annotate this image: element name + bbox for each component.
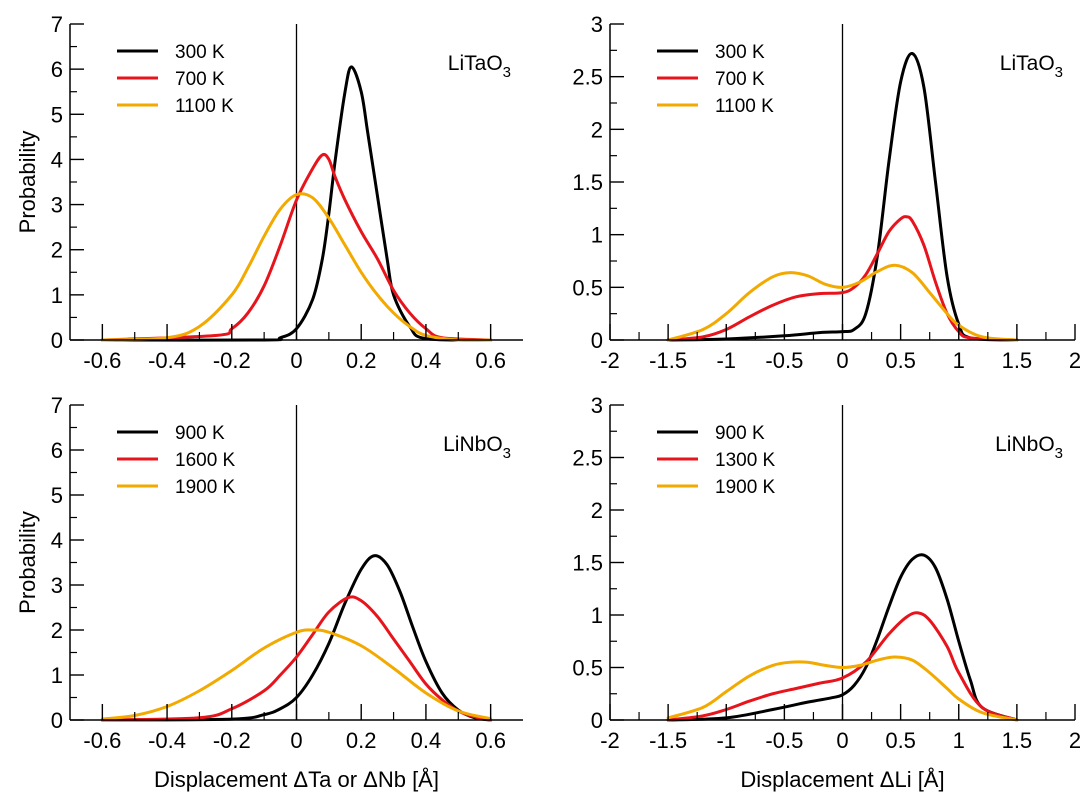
series-line xyxy=(666,51,1019,342)
y-tick-label: 2.5 xyxy=(572,65,603,90)
x-tick-label: 0.4 xyxy=(411,728,442,753)
y-tick-label: 1.5 xyxy=(572,551,603,576)
y-axis-label: Probability xyxy=(15,511,40,614)
y-axis-label: Probability xyxy=(15,131,40,234)
x-tick-label: 2 xyxy=(1069,728,1080,753)
y-tick-label: 0 xyxy=(51,328,63,353)
legend-label: 1100 K xyxy=(715,96,774,117)
x-tick-label: -0.5 xyxy=(765,348,803,373)
x-tick-label: -0.6 xyxy=(83,348,121,373)
y-tick-label: 1 xyxy=(51,663,63,688)
series-line xyxy=(666,553,1019,722)
y-tick-label: 0 xyxy=(591,328,603,353)
x-tick-label: -0.5 xyxy=(765,728,803,753)
y-tick-label: 2 xyxy=(51,238,63,263)
series-line xyxy=(666,263,1019,342)
chart-panel: -0.6 -0.4 -0.2 0 0.2 0.4 0.6 0 1 2 3 4 5 6 7 300 K 700 K… xyxy=(15,12,523,373)
legend-label: 1900 K xyxy=(715,477,776,498)
x-tick-label: 1 xyxy=(953,728,965,753)
x-tick-label: 0 xyxy=(290,348,302,373)
series-line xyxy=(100,628,493,721)
x-tick-label: 0 xyxy=(290,728,302,753)
y-tick-label: 7 xyxy=(51,393,63,418)
material-label: LiNbO3 xyxy=(443,433,511,462)
y-tick-label: 4 xyxy=(51,147,63,172)
x-tick-label: 0 xyxy=(836,728,848,753)
legend-label: 1300 K xyxy=(715,450,776,471)
x-tick-label: -0.2 xyxy=(213,728,251,753)
y-tick-label: 1 xyxy=(591,223,603,248)
y-tick-label: 3 xyxy=(51,193,63,218)
chart-panel: -2 -1.5 -1 -0.5 0 0.5 1 1.5 2 0 0.5 1 1.5 2 2.5 3 900 K 1… xyxy=(572,393,1080,792)
y-tick-label: 1.5 xyxy=(572,170,603,195)
y-tick-label: 0.5 xyxy=(572,656,603,681)
x-tick-label: 0.2 xyxy=(346,348,377,373)
y-tick-label: 6 xyxy=(51,438,63,463)
x-tick-label: -1 xyxy=(716,348,736,373)
y-tick-label: 3 xyxy=(591,393,603,418)
chart-panel: -0.6 -0.4 -0.2 0 0.2 0.4 0.6 0 1 2 3 4 5 6 7 900 K 1600 … xyxy=(15,393,523,792)
y-tick-label: 2.5 xyxy=(572,446,603,471)
y-tick-label: 5 xyxy=(51,102,63,127)
y-tick-label: 0.5 xyxy=(572,275,603,300)
y-tick-label: 0 xyxy=(51,708,63,733)
x-tick-label: 2 xyxy=(1069,348,1080,373)
legend-label: 700 K xyxy=(715,69,765,90)
legend-label: 1900 K xyxy=(175,477,236,498)
legend-label: 700 K xyxy=(175,69,225,90)
series-line xyxy=(100,192,493,342)
x-axis-label: Displacement ΔLi [Å] xyxy=(740,767,944,792)
y-tick-label: 1 xyxy=(591,603,603,628)
series-line xyxy=(666,655,1019,722)
material-label: LiTaO3 xyxy=(1000,52,1063,81)
legend-label: 900 K xyxy=(715,423,765,444)
chart-panel: -2 -1.5 -1 -0.5 0 0.5 1 1.5 2 0 0.5 1 1.5 2 2.5 3 300 K 7… xyxy=(572,12,1080,373)
series-line xyxy=(100,152,493,342)
y-tick-label: 5 xyxy=(51,483,63,508)
x-tick-label: -0.4 xyxy=(148,728,186,753)
x-tick-label: -0.6 xyxy=(83,728,121,753)
material-label: LiTaO3 xyxy=(448,52,511,81)
x-tick-label: 1 xyxy=(953,348,965,373)
x-tick-label: 0.2 xyxy=(346,728,377,753)
x-tick-label: -1 xyxy=(716,728,736,753)
legend-label: 1100 K xyxy=(175,96,234,117)
legend-label: 900 K xyxy=(175,423,225,444)
series-line xyxy=(666,215,1019,342)
x-tick-label: 1.5 xyxy=(1002,348,1033,373)
x-tick-label: -2 xyxy=(600,348,620,373)
x-tick-label: -1.5 xyxy=(649,728,687,753)
y-tick-label: 3 xyxy=(51,573,63,598)
y-tick-label: 2 xyxy=(591,498,603,523)
material-label: LiNbO3 xyxy=(995,433,1063,462)
x-tick-label: 1.5 xyxy=(1002,728,1033,753)
x-tick-label: 0.6 xyxy=(475,348,506,373)
y-tick-label: 6 xyxy=(51,57,63,82)
x-tick-label: 0.5 xyxy=(885,348,916,373)
series-line xyxy=(100,554,493,722)
y-tick-label: 2 xyxy=(51,618,63,643)
x-tick-label: 0.6 xyxy=(475,728,506,753)
x-tick-label: -0.2 xyxy=(213,348,251,373)
x-tick-label: -1.5 xyxy=(649,348,687,373)
series-line xyxy=(100,595,493,722)
x-tick-label: 0.5 xyxy=(885,728,916,753)
legend-label: 300 K xyxy=(175,42,225,63)
y-tick-label: 4 xyxy=(51,528,63,553)
x-tick-label: 0.4 xyxy=(411,348,442,373)
legend-label: 1600 K xyxy=(175,450,236,471)
x-tick-label: -0.4 xyxy=(148,348,186,373)
series-line xyxy=(100,65,493,342)
x-tick-label: 0 xyxy=(836,348,848,373)
x-axis-label: Displacement ΔTa or ΔNb [Å] xyxy=(154,767,439,792)
x-tick-label: -2 xyxy=(600,728,620,753)
y-tick-label: 3 xyxy=(591,12,603,37)
y-tick-label: 2 xyxy=(591,117,603,142)
y-tick-label: 1 xyxy=(51,283,63,308)
y-tick-label: 7 xyxy=(51,12,63,37)
legend-label: 300 K xyxy=(715,42,765,63)
y-tick-label: 0 xyxy=(591,708,603,733)
